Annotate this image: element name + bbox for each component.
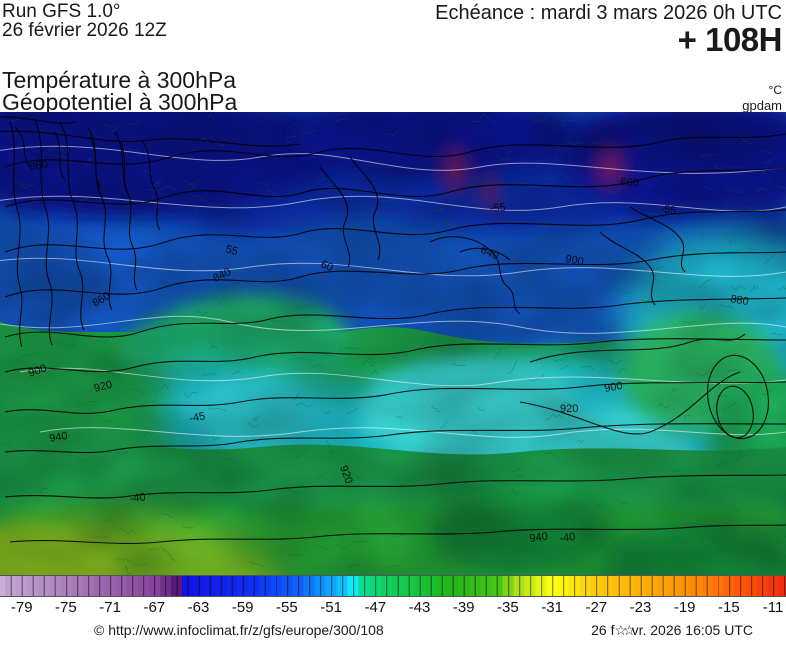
svg-text:-40: -40 <box>129 491 146 505</box>
svg-text:860: 860 <box>620 176 640 190</box>
svg-text:860: 860 <box>29 159 49 173</box>
svg-text:840: 840 <box>211 266 233 285</box>
svg-text:-55: -55 <box>489 202 506 215</box>
svg-text:920: 920 <box>560 403 578 415</box>
svg-text:920: 920 <box>93 379 114 395</box>
svg-text:-45: -45 <box>188 410 206 425</box>
svg-text:900: 900 <box>564 253 584 268</box>
svg-text:940: 940 <box>48 430 68 445</box>
svg-text:-55: -55 <box>660 203 677 217</box>
svg-text:900: 900 <box>27 362 48 380</box>
svg-text:880: 880 <box>729 293 749 308</box>
svg-text:-40: -40 <box>559 531 576 545</box>
svg-text:920: 920 <box>337 464 355 485</box>
svg-text:940: 940 <box>529 531 549 545</box>
svg-text:900: 900 <box>603 380 623 395</box>
svg-text:55: 55 <box>224 243 239 258</box>
